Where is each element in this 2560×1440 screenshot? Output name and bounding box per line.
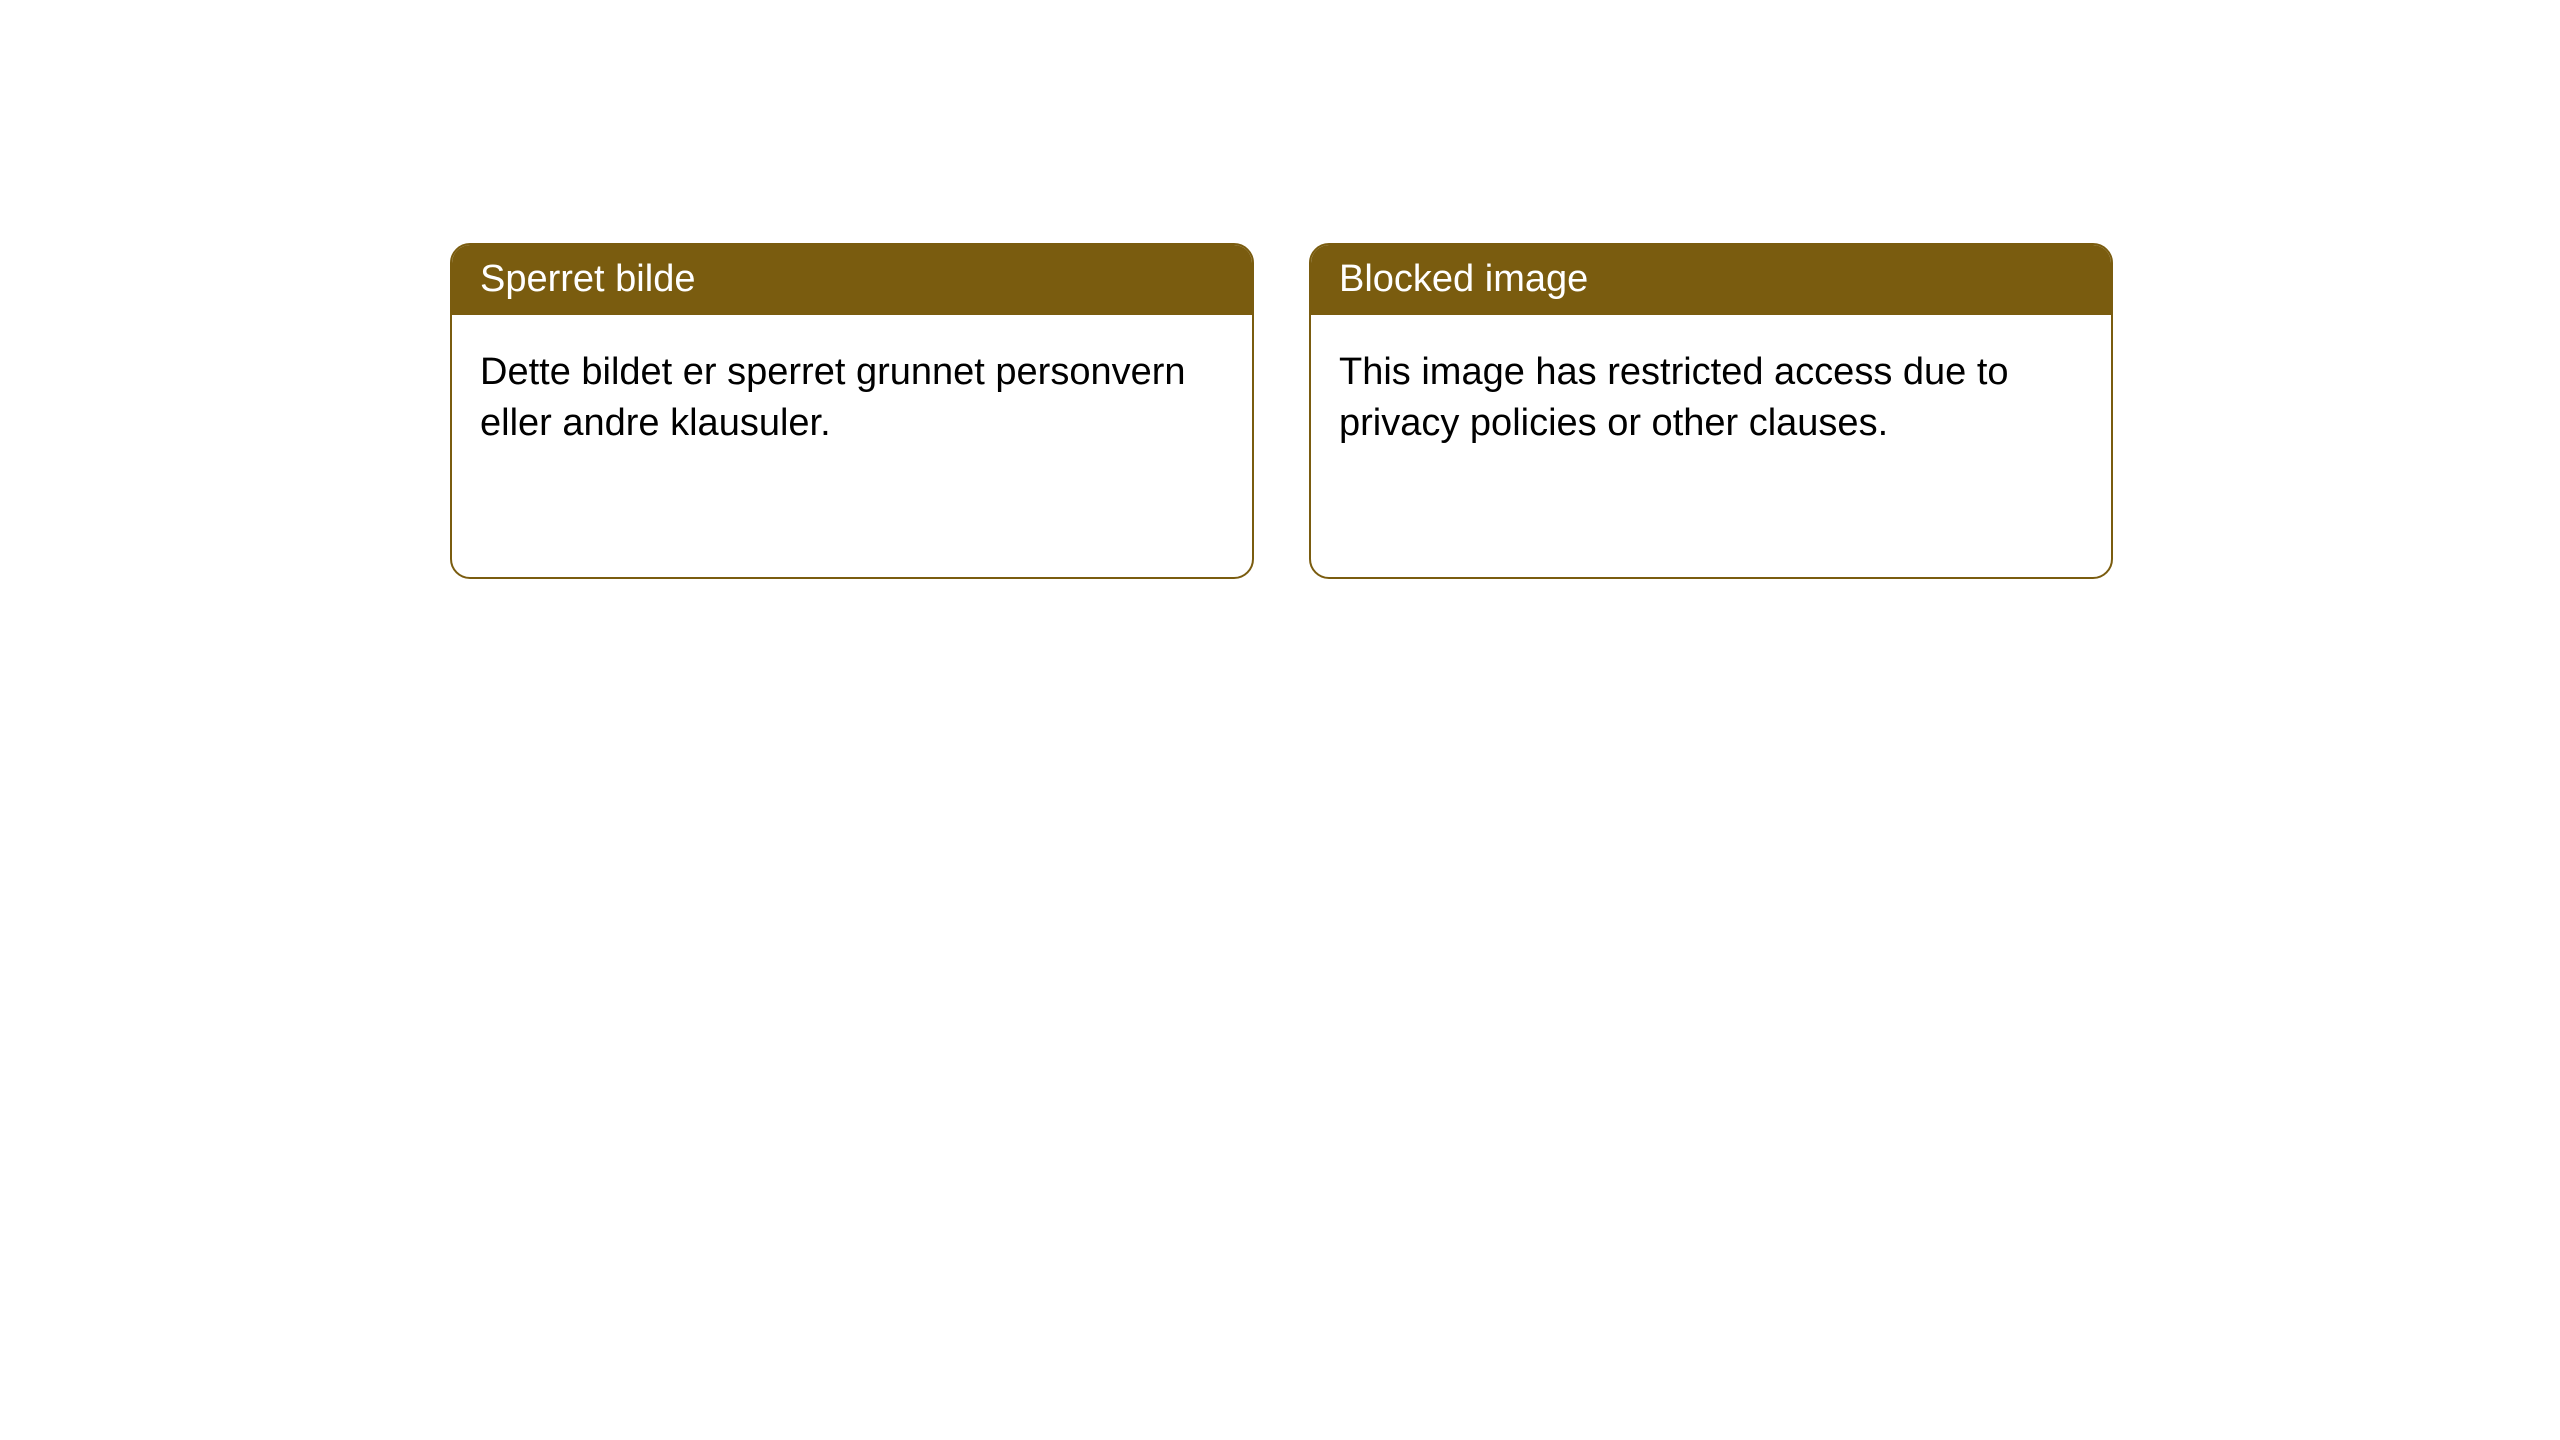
notice-card-english: Blocked image This image has restricted … <box>1309 243 2113 579</box>
notice-container: Sperret bilde Dette bildet er sperret gr… <box>0 0 2560 579</box>
notice-body-norwegian: Dette bildet er sperret grunnet personve… <box>452 315 1252 482</box>
notice-body-english: This image has restricted access due to … <box>1311 315 2111 482</box>
notice-title-norwegian: Sperret bilde <box>452 245 1252 315</box>
notice-title-english: Blocked image <box>1311 245 2111 315</box>
notice-card-norwegian: Sperret bilde Dette bildet er sperret gr… <box>450 243 1254 579</box>
